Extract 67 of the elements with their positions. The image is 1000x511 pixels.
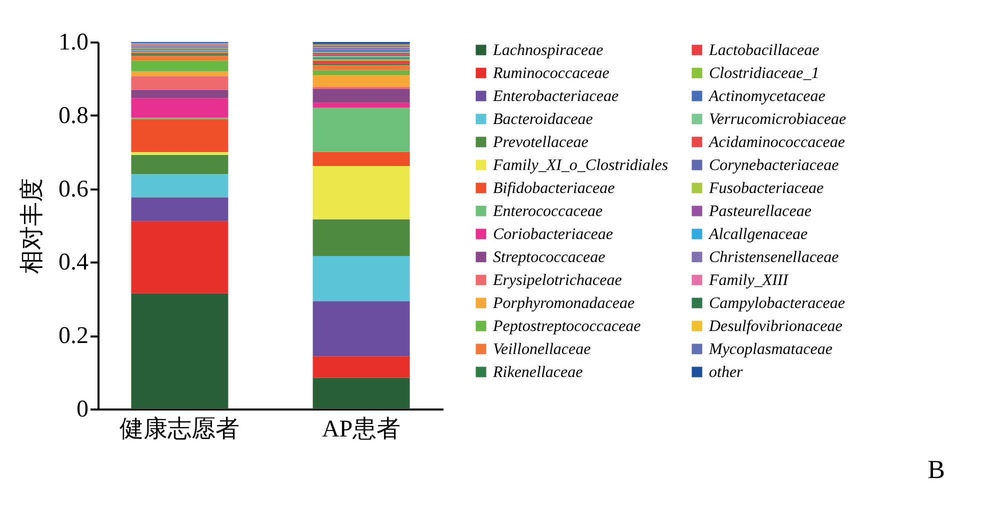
- x-tick-label: 健康志愿者: [120, 416, 240, 442]
- bar: [131, 152, 228, 156]
- legend-label: Enterobacteriaceae: [492, 88, 619, 105]
- bar: [312, 75, 410, 87]
- legend-label: Family_XIII: [708, 272, 789, 289]
- bar: [131, 60, 228, 72]
- legend-label: Streptococcaceae: [493, 249, 606, 266]
- bar: [131, 90, 228, 98]
- legend-label: Family_XI_o_Clostridiales: [492, 157, 668, 174]
- legend-label: Desulfovibrionaceae: [708, 318, 842, 335]
- y-tick-label: 0.8: [58, 102, 88, 129]
- legend-label: Bifidobacteriaceae: [493, 180, 615, 197]
- bar: [131, 76, 228, 90]
- bar: [312, 88, 410, 103]
- bar: [312, 378, 410, 409]
- legend-label: Campylobacteraceae: [709, 295, 845, 312]
- legend-label: Peptostreptococcaceae: [492, 318, 641, 335]
- bar: [312, 60, 410, 64]
- legend-label: Mycoplasmataceae: [708, 341, 833, 358]
- bar: [131, 221, 228, 294]
- legend-label: other: [709, 364, 744, 381]
- bar: [312, 102, 410, 108]
- legend-label: Actinomycetaceae: [708, 88, 826, 105]
- y-tick-label: 0.4: [58, 250, 88, 276]
- legend-label: Verrucomicrobiaceae: [709, 111, 846, 128]
- bar: [131, 155, 228, 174]
- legend-label: Veillonellaceae: [493, 341, 591, 358]
- legend-label: Bacteroidaceae: [493, 111, 593, 128]
- bar: [131, 56, 228, 61]
- legend-label: Prevotellaceae: [492, 134, 588, 151]
- y-tick-label: 0.6: [58, 176, 88, 202]
- legend-label: Christensenellaceae: [709, 249, 839, 266]
- bar: [131, 197, 228, 222]
- legend-label: Erysipelotrichaceae: [492, 272, 622, 289]
- legend-label: Lachnospiraceae: [492, 42, 604, 59]
- bar: [312, 356, 410, 378]
- legend-label: Clostridiaceae_1: [709, 65, 820, 82]
- bar: [312, 166, 410, 220]
- legend-label: Corynebacteriaceae: [709, 157, 839, 174]
- legend-label: Ruminococcaceae: [492, 65, 610, 82]
- legend-label: Fusobacteriaceae: [708, 180, 824, 197]
- legend-label: Rikenellaceae: [492, 364, 583, 381]
- y-axis-title: 相对丰度: [18, 178, 46, 274]
- bar: [312, 70, 410, 76]
- bar: [312, 256, 410, 302]
- text: B: [928, 455, 945, 485]
- legend-label: Porphyromonadaceae: [492, 295, 635, 312]
- y-tick-label: 0: [76, 396, 88, 422]
- bar: [312, 301, 410, 356]
- bar: [312, 65, 410, 70]
- bar: [131, 71, 228, 76]
- bar: [131, 293, 228, 409]
- legend-label: Enterococcaceae: [492, 203, 603, 220]
- x-tick-label: AP患者: [322, 416, 401, 442]
- bar: [312, 219, 410, 256]
- y-tick-label: 0.2: [58, 323, 88, 350]
- y-tick-label: 1.0: [58, 30, 88, 56]
- legend-label: Lactobacillaceae: [708, 42, 820, 59]
- bar: [131, 98, 228, 118]
- legend-label: Pasteurellaceae: [708, 203, 812, 220]
- legend-label: Acidaminococcaceae: [708, 134, 845, 151]
- bar: [312, 152, 410, 166]
- bar: [312, 108, 410, 152]
- bar: [131, 119, 228, 152]
- legend-label: Alcallgenaceae: [708, 226, 808, 243]
- bar: [131, 174, 228, 198]
- legend-label: Coriobacteriaceae: [493, 226, 613, 243]
